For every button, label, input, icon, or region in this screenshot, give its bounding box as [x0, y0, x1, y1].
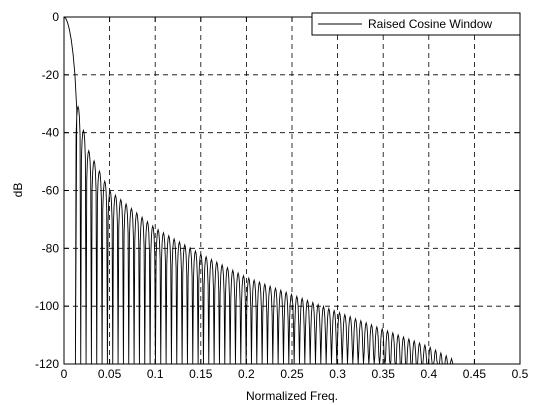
legend-box	[311, 12, 521, 36]
y-tick-label: -100	[35, 299, 59, 313]
y-tick-label: -60	[42, 184, 60, 198]
y-tick-label: -40	[42, 126, 60, 140]
tick-labels: 0 0.05 0.1 0.15 0.2 0.25 0.3 0.35 0.4 0.45 0.5 0 -20…	[35, 10, 529, 381]
x-tick-label: 0.4	[420, 367, 437, 381]
series-line-raised-cosine-window	[63, 16, 457, 365]
y-tick-label: -80	[42, 241, 60, 255]
x-tick-label: 0	[61, 367, 68, 381]
x-tick-label: 0.35	[372, 367, 396, 381]
x-tick-label: 0.25	[280, 367, 304, 381]
y-tick-label: -20	[42, 68, 60, 82]
series-group	[63, 16, 457, 365]
y-tick-label: -120	[35, 357, 59, 371]
legend: Raised Cosine Window	[311, 12, 521, 36]
x-tick-label: 0.3	[329, 367, 346, 381]
legend-label: Raised Cosine Window	[368, 17, 492, 31]
x-tick-label: 0.2	[238, 367, 255, 381]
x-tick-label: 0.1	[147, 367, 164, 381]
x-tick-label: 0.5	[512, 367, 529, 381]
x-axis-label: Normalized Freq.	[246, 389, 338, 403]
grid	[64, 17, 520, 364]
x-tick-label: 0.15	[189, 367, 213, 381]
y-axis-label: dB	[11, 183, 25, 198]
x-tick-label: 0.45	[463, 367, 487, 381]
y-tick-label: 0	[52, 10, 59, 24]
x-tick-label: 0.05	[98, 367, 122, 381]
